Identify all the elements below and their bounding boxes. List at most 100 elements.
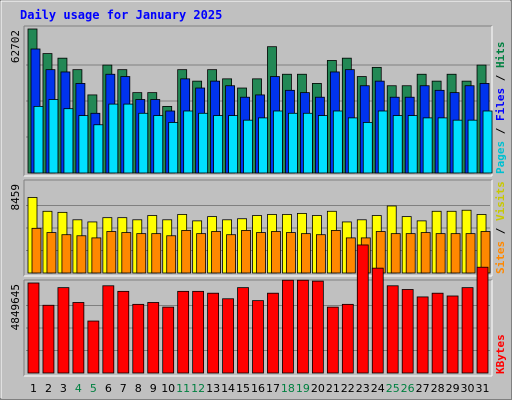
bar-pages-day-11 bbox=[183, 110, 194, 174]
bar-sites-day-5 bbox=[91, 237, 102, 274]
bar-sites-day-4 bbox=[76, 235, 87, 274]
legend-label: KBytes bbox=[494, 334, 507, 374]
bar-pages-day-20 bbox=[317, 115, 328, 174]
bar-sites-day-10 bbox=[166, 235, 177, 274]
x-tick-label-day-6: 6 bbox=[105, 382, 112, 395]
legend-label-part: / bbox=[494, 121, 507, 141]
bar-kbytes-day-3 bbox=[57, 287, 70, 374]
bar-pages-day-6 bbox=[108, 103, 119, 174]
bar-sites-day-15 bbox=[241, 230, 251, 274]
bar-sites-day-6 bbox=[106, 231, 117, 274]
bar-pages-day-9 bbox=[153, 115, 164, 174]
bar-pages-day-26 bbox=[407, 115, 418, 174]
x-tick-label-day-2: 2 bbox=[45, 382, 52, 395]
bar-kbytes-day-17 bbox=[267, 292, 279, 374]
legend-label-part: / bbox=[494, 68, 507, 88]
y-max-label: 4849645 bbox=[9, 284, 22, 330]
bar-kbytes-day-23 bbox=[356, 244, 369, 374]
legend-label-part: Hits bbox=[494, 42, 507, 69]
bar-pages-day-18 bbox=[288, 112, 298, 174]
bar-kbytes-day-7 bbox=[117, 290, 130, 374]
x-tick-label-day-7: 7 bbox=[120, 382, 127, 395]
bar-kbytes-day-6 bbox=[102, 285, 115, 374]
bar-pages-day-24 bbox=[377, 110, 388, 174]
bar-sites-day-27 bbox=[420, 232, 431, 274]
bar-pages-day-25 bbox=[392, 115, 403, 174]
x-tick-label-day-9: 9 bbox=[150, 382, 157, 395]
bar-pages-day-29 bbox=[452, 119, 463, 174]
bar-kbytes-day-15 bbox=[237, 287, 249, 374]
legend-label-part: Pages bbox=[494, 141, 507, 174]
bar-sites-day-26 bbox=[405, 233, 416, 274]
bar-kbytes-day-12 bbox=[192, 290, 205, 374]
x-tick-label-day-16: 16 bbox=[251, 382, 265, 395]
bar-pages-day-22 bbox=[347, 117, 358, 174]
bar-sites-day-19 bbox=[301, 233, 311, 274]
bar-pages-day-27 bbox=[422, 117, 433, 174]
x-tick-label-day-26: 26 bbox=[401, 382, 415, 395]
bar-pages-day-13 bbox=[213, 115, 224, 174]
bar-kbytes-day-21 bbox=[326, 306, 339, 374]
bar-kbytes-day-20 bbox=[311, 280, 324, 374]
bar-kbytes-day-5 bbox=[87, 320, 100, 374]
bar-kbytes-day-28 bbox=[431, 292, 444, 374]
bar-pages-day-10 bbox=[168, 122, 179, 174]
bar-kbytes-day-2 bbox=[42, 304, 55, 374]
bar-sites-day-2 bbox=[46, 232, 57, 274]
x-tick-label-day-31: 31 bbox=[476, 382, 490, 395]
bar-kbytes-day-26 bbox=[401, 289, 414, 374]
x-tick-label-day-4: 4 bbox=[75, 382, 82, 395]
chart-title: Daily usage for January 2025 bbox=[20, 8, 222, 22]
bar-sites-day-7 bbox=[121, 232, 132, 274]
bar-pages-day-14 bbox=[228, 115, 238, 174]
bar-kbytes-day-13 bbox=[207, 292, 219, 374]
bar-sites-day-18 bbox=[286, 232, 296, 274]
bar-sites-day-30 bbox=[465, 233, 476, 274]
x-tick-label-day-1: 1 bbox=[30, 382, 37, 395]
bar-pages-day-31 bbox=[482, 110, 493, 174]
bar-kbytes-day-24 bbox=[371, 267, 384, 374]
bar-sites-day-20 bbox=[315, 234, 326, 274]
x-axis-day-labels: 1 2 3 4 5 6 7 8 9 10 11 12 13 14 15 16 17 18 19 20 21 22 23 24 2… bbox=[30, 382, 490, 395]
bar-kbytes-day-19 bbox=[297, 279, 309, 374]
legend-label-part: Files bbox=[494, 88, 507, 121]
panel-top: 62702 Pages / Files / Hits bbox=[9, 25, 507, 177]
y-max-label: 8459 bbox=[9, 184, 22, 211]
legend-label: Sites / Visits bbox=[494, 181, 507, 274]
bar-pages-day-12 bbox=[198, 112, 209, 174]
x-tick-label-day-21: 21 bbox=[326, 382, 340, 395]
bar-kbytes-day-1 bbox=[27, 282, 40, 374]
bar-sites-day-17 bbox=[271, 231, 281, 274]
bar-pages-day-7 bbox=[123, 103, 134, 174]
bar-sites-day-28 bbox=[435, 233, 446, 274]
x-tick-label-day-5: 5 bbox=[90, 382, 97, 395]
x-tick-label-day-12: 12 bbox=[191, 382, 205, 395]
chart-panels: 62702 Pages / Files / Hits 8459 Sites / Vis… bbox=[9, 25, 507, 377]
bar-kbytes-day-9 bbox=[147, 302, 160, 374]
bar-pages-day-15 bbox=[243, 119, 253, 174]
bar-sites-day-8 bbox=[136, 233, 147, 274]
bar-sites-day-31 bbox=[480, 231, 491, 274]
bar-pages-day-23 bbox=[362, 122, 373, 174]
bar-sites-day-11 bbox=[181, 230, 192, 274]
bar-pages-day-30 bbox=[467, 119, 478, 174]
x-tick-label-day-29: 29 bbox=[446, 382, 460, 395]
y-max-label: 62702 bbox=[9, 30, 22, 63]
x-tick-label-day-22: 22 bbox=[341, 382, 355, 395]
x-tick-label-day-24: 24 bbox=[371, 382, 385, 395]
bar-kbytes-day-11 bbox=[177, 290, 190, 374]
bar-kbytes-day-25 bbox=[386, 285, 399, 374]
bar-pages-day-21 bbox=[332, 110, 343, 174]
bar-kbytes-day-31 bbox=[476, 266, 489, 374]
bar-sites-day-3 bbox=[61, 234, 72, 274]
panel-middle: 8459 Sites / Visits bbox=[9, 179, 507, 277]
x-tick-label-day-28: 28 bbox=[431, 382, 445, 395]
x-tick-label-day-18: 18 bbox=[281, 382, 295, 395]
legend-label-part: KBytes bbox=[494, 334, 507, 374]
x-tick-label-day-14: 14 bbox=[221, 382, 235, 395]
bar-pages-day-8 bbox=[138, 112, 149, 174]
bar-pages-day-19 bbox=[303, 112, 313, 174]
x-tick-label-day-10: 10 bbox=[161, 382, 175, 395]
bar-kbytes-day-29 bbox=[446, 295, 459, 374]
